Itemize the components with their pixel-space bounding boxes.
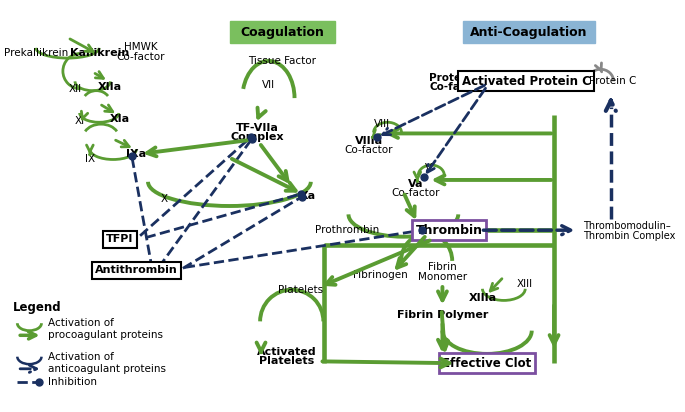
Text: Anti-Coagulation: Anti-Coagulation [470,26,588,39]
Text: Kallikrein: Kallikrein [71,49,129,59]
Text: Xa: Xa [299,191,316,201]
Text: Va: Va [408,179,423,189]
Text: Monomer: Monomer [418,272,467,282]
Text: XIIa: XIIa [98,82,123,92]
Text: VIIIa: VIIIa [355,136,383,146]
Text: XIa: XIa [110,114,129,124]
Text: Platelets: Platelets [279,285,323,295]
Text: Activation of: Activation of [48,352,114,362]
Text: Prothrombin: Prothrombin [315,225,379,235]
Text: IXa: IXa [126,149,147,159]
Text: Antithrombin: Antithrombin [95,265,177,275]
Text: Protein C: Protein C [589,76,636,87]
Text: Activated Protein C: Activated Protein C [462,75,590,88]
Text: V: V [425,163,432,173]
Text: Co-factor: Co-factor [429,82,484,92]
Text: Fibrin: Fibrin [428,262,457,272]
Text: IX: IX [85,154,95,164]
Text: HMWK: HMWK [124,42,158,52]
Text: Fibrinogen: Fibrinogen [353,270,408,280]
Text: Complex: Complex [231,132,284,142]
Text: Legend: Legend [12,301,61,314]
Text: Thrombin Complex: Thrombin Complex [583,231,675,241]
Text: Platelets: Platelets [260,356,314,366]
Text: Coagulation: Coagulation [240,26,325,39]
Text: Tissue Factor: Tissue Factor [249,56,316,66]
Text: procoagulant proteins: procoagulant proteins [48,330,163,340]
Text: XI: XI [75,116,85,126]
Text: Fibrin Polymer: Fibrin Polymer [397,310,488,320]
Text: X: X [161,194,168,204]
FancyBboxPatch shape [463,21,595,43]
Text: Co-factor: Co-factor [345,145,393,155]
Text: Effective Clot: Effective Clot [443,357,532,370]
Text: Co-factor: Co-factor [116,52,165,62]
Text: Prekallikrein: Prekallikrein [4,49,68,59]
Text: XII: XII [68,84,82,94]
Text: Co-factor: Co-factor [391,188,440,198]
Text: Thrombomodulin–: Thrombomodulin– [583,222,671,232]
Text: Protein S: Protein S [429,73,484,83]
Text: Activated: Activated [258,347,317,357]
Text: Activation of: Activation of [48,318,114,328]
FancyBboxPatch shape [230,21,334,43]
Text: anticoagulant proteins: anticoagulant proteins [48,364,166,374]
Text: TF-VIIa: TF-VIIa [236,123,279,133]
Text: TFPI: TFPI [106,234,134,244]
Text: XIIIa: XIIIa [469,293,497,303]
Text: XIII: XIII [517,279,534,289]
Text: VII: VII [262,80,275,90]
Text: Thrombin: Thrombin [415,224,482,236]
Text: Inhibition: Inhibition [48,377,97,387]
Text: VIII: VIII [374,119,390,129]
